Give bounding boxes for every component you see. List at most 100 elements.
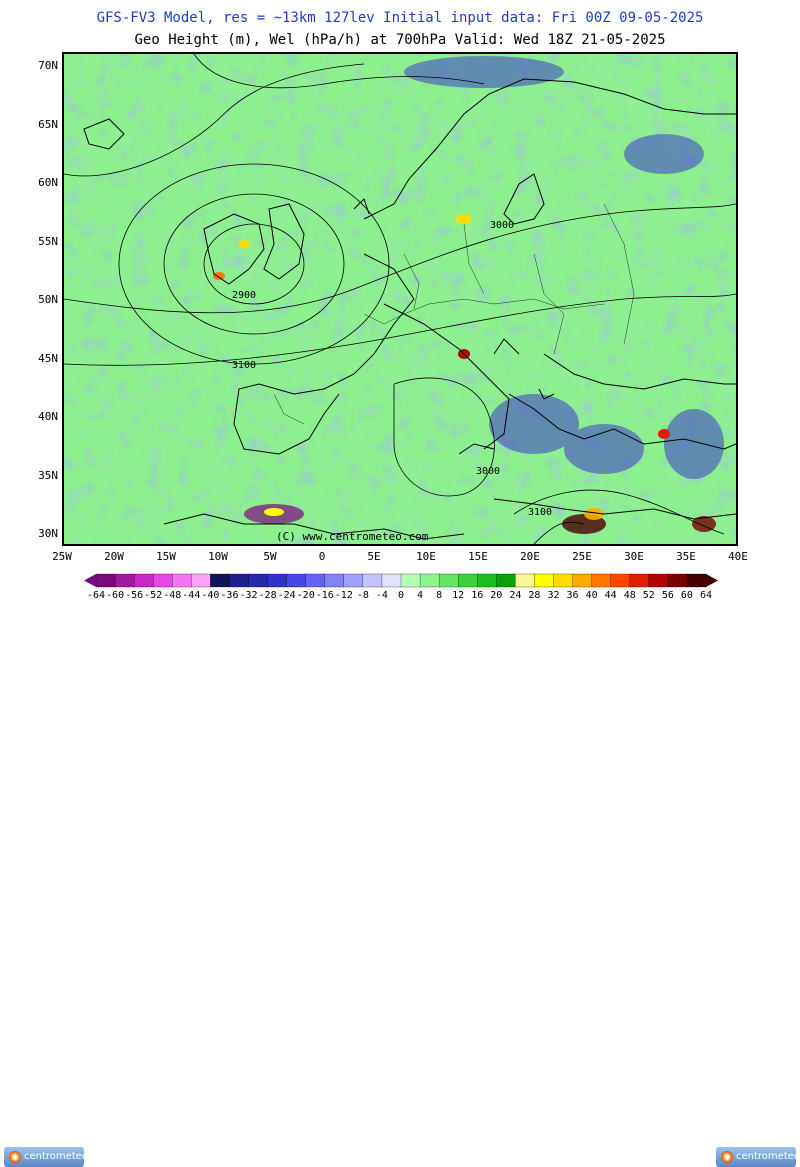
colorbar-label: 16 <box>471 590 483 600</box>
lat-label: 50N <box>38 293 58 306</box>
lon-label: 25W <box>52 550 72 563</box>
colorbar-swatch <box>534 573 555 588</box>
colorbar-swatch <box>95 573 116 588</box>
colorbar-label: -48 <box>163 590 181 600</box>
geopotential-height-contours <box>64 54 736 544</box>
colorbar-swatch <box>114 573 135 588</box>
colorbar-label: 44 <box>605 590 617 600</box>
contour-label-3000-north: 3000 <box>490 220 514 231</box>
colorbar-swatch <box>515 573 536 588</box>
coastlines <box>83 78 736 540</box>
country-borders <box>273 203 635 425</box>
colorbar-label: -16 <box>316 590 334 600</box>
colorbar-swatch <box>610 573 631 588</box>
colorbar-swatch <box>686 573 707 588</box>
colorbar-label: -44 <box>182 590 200 600</box>
colorbar-label: 0 <box>398 590 404 600</box>
logo-text: centrometeo <box>736 1151 800 1162</box>
colorbar-swatch <box>267 573 288 588</box>
colorbar-label: 20 <box>490 590 502 600</box>
colorbar-swatch <box>248 573 269 588</box>
colorbar-label: -52 <box>144 590 162 600</box>
centrometeo-swirl-icon <box>9 1151 21 1163</box>
lon-label: 5W <box>263 550 277 563</box>
colorbar-swatch <box>191 573 212 588</box>
lat-label: 45N <box>38 351 58 365</box>
colorbar-label: -56 <box>125 590 143 600</box>
colorbar-swatch <box>153 573 173 588</box>
colorbar-label: -24 <box>278 590 296 600</box>
colorbar-swatch <box>629 573 650 588</box>
colorbar-swatch <box>438 573 459 588</box>
descent-texture <box>64 54 736 544</box>
colorbar-label: -40 <box>201 590 219 600</box>
contour-label-3000-south: 3000 <box>476 466 500 477</box>
colorbar-swatch <box>477 573 497 588</box>
lon-label: 15E <box>468 550 488 563</box>
colorbar-label: 12 <box>452 590 464 600</box>
colorbar-swatch <box>133 573 154 588</box>
centrometeo-logo-right: centrometeo <box>716 1147 800 1167</box>
colorbar-swatch <box>553 573 574 588</box>
copyright-watermark: (C) www.centrometeo.com <box>276 530 429 543</box>
colorbar-label: -20 <box>297 590 315 600</box>
centrometeo-logo-left: centrometeo <box>4 1147 88 1167</box>
colorbar-legend: centrometeo -64 -60 -56 -52 -48 -44 -40 -36 -32-… <box>0 572 800 1167</box>
model-info-title: GFS-FV3 Model, res = ~13km 127lev Initia… <box>96 10 704 26</box>
lat-label: 35N <box>38 468 58 482</box>
colorbar-swatch <box>400 573 421 588</box>
lat-label: 60N <box>38 176 58 189</box>
colorbar-label: 8 <box>436 590 442 600</box>
lat-label: 55N <box>38 234 58 248</box>
colorbar-swatch <box>362 573 383 588</box>
contour-label-3100-west: 3100 <box>232 360 256 371</box>
colorbar-label: 24 <box>509 590 521 600</box>
lon-label: 15W <box>156 550 176 563</box>
lat-label: 40N <box>38 410 58 423</box>
lon-label: 10E <box>416 550 436 563</box>
ascent-region <box>404 56 724 479</box>
colorbar-swatch <box>343 573 364 588</box>
colorbar-label: 60 <box>681 590 693 600</box>
colorbar-swatch <box>381 573 402 588</box>
colorbar-label: -32 <box>239 590 257 600</box>
colorbar-swatch <box>286 573 307 588</box>
lat-label: 65N <box>38 117 58 131</box>
colorbar-label: 64 <box>700 590 712 600</box>
colorbar-swatch <box>324 573 345 588</box>
lon-label: 20E <box>520 550 540 563</box>
colorbar-swatch <box>572 573 593 588</box>
colorbar-swatch <box>591 573 612 588</box>
lon-label: 40E <box>728 550 748 563</box>
colorbar-swatch <box>458 573 478 588</box>
weather-map: 2900 3000 3100 3000 3100 (C) www.centrom… <box>62 52 738 546</box>
map-canvas: 2900 3000 3100 3000 3100 (C) www.centrom… <box>64 54 736 544</box>
colorbar-label: -60 <box>106 590 124 600</box>
colorbar-label: 40 <box>586 590 598 600</box>
lon-label: 5E <box>367 550 381 563</box>
lat-label: 70N <box>38 59 58 72</box>
lat-label: 30N <box>38 527 58 540</box>
colorbar-label: 52 <box>643 590 655 600</box>
colorbar-arrow-low <box>84 574 96 587</box>
contour-labels: 2900 3000 3100 3000 3100 <box>232 220 552 518</box>
colorbar-svg: -64 -60 -56 -52 -48 -44 -40 -36 -32 -28 -24 -20 -16-… <box>84 573 718 600</box>
lon-label: 20W <box>104 550 124 563</box>
colorbar-swatch <box>210 573 231 588</box>
contour-label-3100-south: 3100 <box>528 507 552 518</box>
lon-label: 35E <box>676 550 696 563</box>
colorbar-label: 56 <box>662 590 674 600</box>
colorbar-label: -12 <box>335 590 353 600</box>
colorbar-label: -28 <box>259 590 277 600</box>
colorbar-swatch <box>496 573 517 588</box>
colorbar-swatch <box>229 573 250 588</box>
colorbar-label: 32 <box>547 590 559 600</box>
field-valid-title: Geo Height (m), Wel (hPa/h) at 700hPa Va… <box>134 32 666 48</box>
colorbar-label: 28 <box>528 590 540 600</box>
colorbar-label: -4 <box>376 590 388 600</box>
colorbar-swatch <box>648 573 669 588</box>
colorbar-label: 4 <box>417 590 423 600</box>
lon-label: 10W <box>208 550 228 563</box>
logo-text: centrometeo <box>24 1151 89 1162</box>
colorbar-label: 48 <box>624 590 636 600</box>
